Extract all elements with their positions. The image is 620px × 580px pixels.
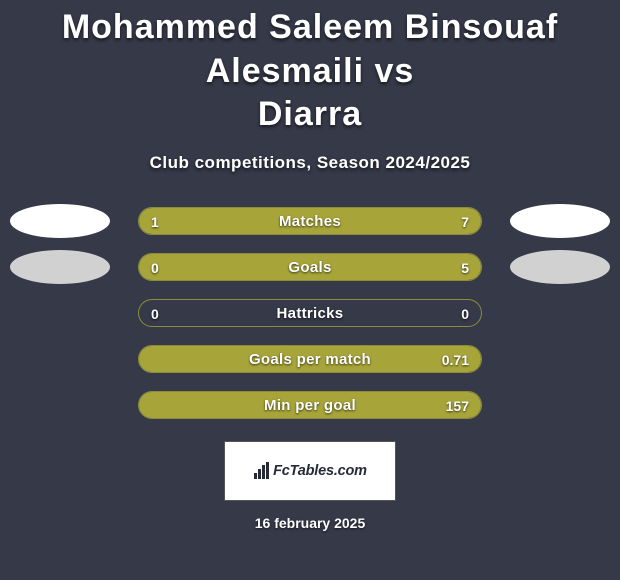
snapshot-date: 16 february 2025	[0, 515, 620, 531]
stat-row: 05Goals	[0, 253, 620, 281]
stat-bar: 0 0Hattricks	[138, 299, 482, 327]
stat-label: Hattricks	[139, 300, 481, 327]
stat-bar: 05Goals	[138, 253, 482, 281]
fill-left	[139, 208, 201, 234]
stat-bar: 157Min per goal	[138, 391, 482, 419]
comparison-title: Mohammed Saleem Binsouaf Alesmaili vs Di…	[0, 0, 620, 137]
footer-brand-text: FcTables.com	[273, 463, 367, 479]
comparison-subtitle: Club competitions, Season 2024/2025	[0, 153, 620, 173]
fill-right	[139, 254, 481, 280]
stats-container: 17Matches 05Goals 0 0Hattricks 0.71Goals per…	[0, 207, 620, 419]
fill-right	[139, 346, 481, 372]
stat-row: 17Matches	[0, 207, 620, 235]
title-line-2: Diarra	[258, 95, 362, 133]
stat-bar: 0.71Goals per match	[138, 345, 482, 373]
title-line-1: Mohammed Saleem Binsouaf Alesmaili vs	[62, 8, 558, 90]
fill-right	[139, 392, 481, 418]
fill-right	[201, 208, 481, 234]
player-avatar-left	[10, 204, 110, 238]
stat-value-right: 0	[461, 300, 469, 327]
player-avatar-right	[510, 204, 610, 238]
stat-value-left: 0	[151, 300, 159, 327]
player-avatar-right	[510, 250, 610, 284]
bars-icon	[253, 462, 271, 480]
stat-bar: 17Matches	[138, 207, 482, 235]
stat-row: 157Min per goal	[0, 391, 620, 419]
stat-row: 0 0Hattricks	[0, 299, 620, 327]
player-avatar-left	[10, 250, 110, 284]
footer-logo-box[interactable]: FcTables.com	[224, 441, 396, 501]
stat-row: 0.71Goals per match	[0, 345, 620, 373]
